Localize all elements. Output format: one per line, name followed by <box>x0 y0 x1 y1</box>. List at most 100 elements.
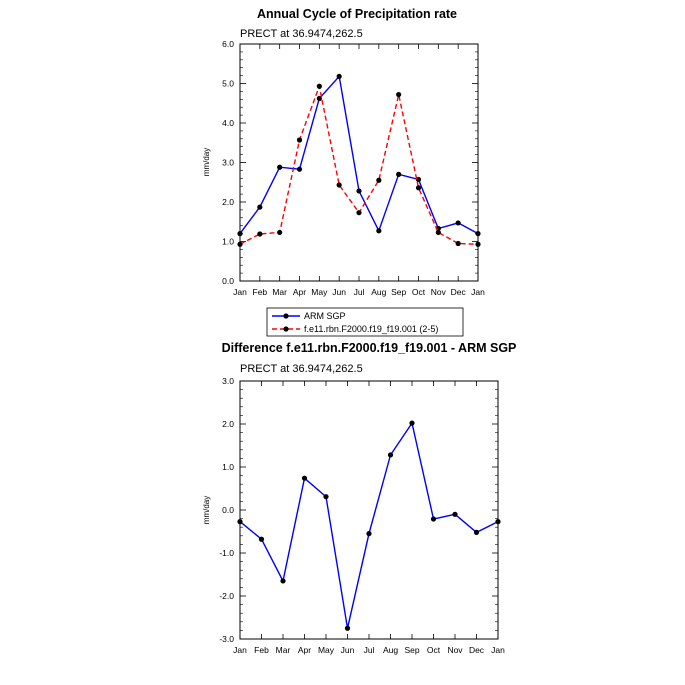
chart-subtitle: PRECT at 36.9474,262.5 <box>240 363 363 375</box>
x-tick-label: Aug <box>383 645 398 655</box>
data-point <box>396 91 402 98</box>
x-tick-label: Apr <box>298 645 311 655</box>
data-point <box>316 83 322 89</box>
x-tick-label: Sep <box>391 287 406 297</box>
y-tick-label: -3.0 <box>219 634 234 644</box>
legend: ARM SGP f.e11.rbn.F2000.f19_f19.001 (2-5… <box>266 307 464 337</box>
legend-box <box>266 307 464 337</box>
legend-label-model: f.e11.rbn.F2000.f19_f19.001 (2-5) <box>304 324 438 334</box>
x-tick-label: Mar <box>272 287 287 297</box>
data-point <box>452 511 458 517</box>
y-tick-label: 1.0 <box>222 237 234 247</box>
y-axis-label: mm/day <box>202 148 211 176</box>
y-tick-label: 0.0 <box>222 276 234 286</box>
chart-title: Annual Cycle of Precipitation rate <box>257 7 457 21</box>
x-tick-label: Jul <box>364 645 375 655</box>
x-tick-label: Mar <box>276 645 291 655</box>
x-tick-label: Nov <box>447 645 463 655</box>
x-tick-label: Aug <box>371 287 386 297</box>
data-point <box>296 137 303 143</box>
data-point <box>336 182 342 188</box>
data-point <box>344 625 351 631</box>
data-point <box>455 220 461 226</box>
x-tick-label: Dec <box>451 287 467 297</box>
x-tick-label: Nov <box>431 287 447 297</box>
chart-marks: Jan Feb Mar Apr May Jun Jul Aug Sep Oct Nov Dec Jan0… <box>222 39 485 297</box>
data-point <box>455 240 461 247</box>
data-point <box>475 241 481 247</box>
x-tick-label: Feb <box>253 287 268 297</box>
y-tick-label: 3.0 <box>222 376 234 386</box>
plot-frame <box>239 43 479 282</box>
series-line-1 <box>239 83 479 245</box>
y-tick-label: 1.0 <box>222 462 234 472</box>
y-tick-label: 3.0 <box>222 158 234 168</box>
x-tick-label: Dec <box>469 645 485 655</box>
y-axis-label: mm/day <box>202 496 211 524</box>
data-point <box>356 210 362 216</box>
data-point <box>475 231 481 237</box>
y-tick-label: 4.0 <box>222 118 234 128</box>
x-tick-label: Jun <box>341 645 355 655</box>
data-point <box>323 494 329 500</box>
y-tick-label: -1.0 <box>219 548 234 558</box>
data-point <box>257 231 263 237</box>
data-point <box>257 204 263 210</box>
x-tick-label: Jul <box>354 287 365 297</box>
data-point <box>387 452 394 458</box>
data-point <box>336 73 342 79</box>
x-tick-label: Apr <box>293 287 306 297</box>
y-tick-label: 2.0 <box>222 419 234 429</box>
data-point <box>237 231 243 237</box>
data-point <box>430 516 437 522</box>
y-tick-label: 5.0 <box>222 79 234 89</box>
x-tick-label: Oct <box>427 645 441 655</box>
data-point <box>495 519 501 525</box>
data-point <box>396 171 402 177</box>
data-point <box>237 519 243 525</box>
data-point <box>280 578 286 584</box>
data-point <box>237 241 243 247</box>
precip-annual-cycle-chart: Annual Cycle of Precipitation rate PRECT… <box>202 7 485 337</box>
x-tick-label: Jan <box>233 645 247 655</box>
x-tick-label: May <box>318 645 335 655</box>
chart-subtitle: PRECT at 36.9474,262.5 <box>240 28 363 40</box>
data-point <box>435 229 441 236</box>
data-point <box>409 420 415 426</box>
precip-difference-chart: Difference f.e11.rbn.F2000.f19_f19.001 -… <box>202 341 516 655</box>
y-tick-label: -2.0 <box>219 591 234 601</box>
series-line-0 <box>239 74 479 235</box>
x-tick-label: Jun <box>332 287 346 297</box>
data-point <box>296 166 303 172</box>
x-tick-label: Oct <box>412 287 426 297</box>
data-point <box>473 529 480 535</box>
chart-title: Difference f.e11.rbn.F2000.f19_f19.001 -… <box>222 341 517 355</box>
data-point <box>376 177 382 183</box>
data-point <box>277 164 283 170</box>
legend-marker-arm <box>283 313 289 319</box>
chart-marks: Jan Feb Mar Apr May Jun Jul Aug Sep Oct Nov Dec Jan-… <box>219 376 505 655</box>
data-point <box>277 229 283 236</box>
data-point <box>366 531 372 537</box>
plot-frame <box>239 380 499 640</box>
y-tick-label: 6.0 <box>222 39 234 49</box>
x-tick-label: Sep <box>404 645 419 655</box>
x-tick-label: Feb <box>254 645 269 655</box>
data-point <box>376 228 382 234</box>
y-tick-label: 0.0 <box>222 505 234 515</box>
data-point <box>415 185 422 191</box>
data-point <box>316 95 322 102</box>
data-point <box>415 176 422 183</box>
legend-marker-model <box>283 326 289 332</box>
x-tick-label: Jan <box>233 287 247 297</box>
y-tick-label: 2.0 <box>222 197 234 207</box>
x-tick-label: Jan <box>471 287 485 297</box>
data-point <box>356 188 362 194</box>
legend-label-arm: ARM SGP <box>304 311 346 321</box>
series-line-0 <box>239 421 499 629</box>
data-point <box>258 536 265 542</box>
x-tick-label: Jan <box>491 645 505 655</box>
x-tick-label: May <box>311 287 328 297</box>
data-point <box>301 475 308 481</box>
